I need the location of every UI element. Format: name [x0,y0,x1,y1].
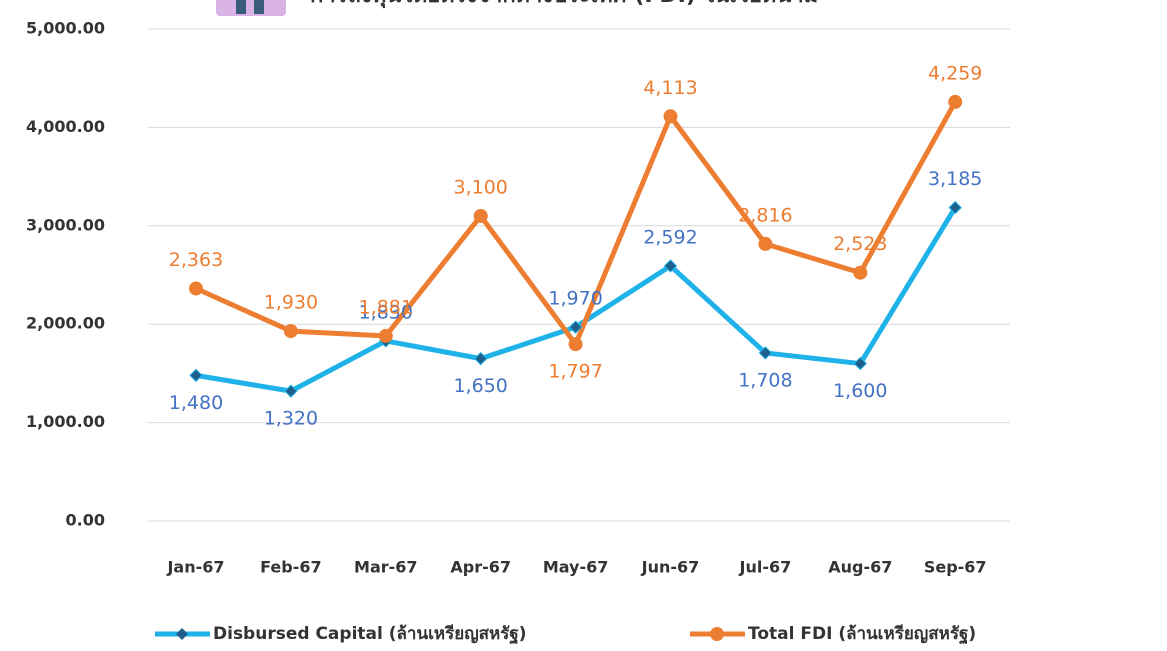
y-tick-label: 2,000.00 [26,314,105,333]
legend-label: Total FDI (ล้านเหรียญสหรัฐ) [748,623,976,645]
x-tick-label: Jun-67 [641,558,700,577]
x-tick-label: Jan-67 [166,558,224,577]
data-label: 3,100 [453,176,507,198]
data-label: 1,480 [169,392,223,414]
data-label: 2,523 [833,233,887,255]
marker [948,95,962,109]
page: {"chart_data": {"type": "line", "title":… [0,0,1167,651]
marker [284,324,298,338]
title-icon [216,0,286,16]
data-label: 3,185 [928,168,982,190]
data-label: 1,930 [264,292,318,314]
marker [474,209,488,223]
marker [475,353,487,365]
marker [853,266,867,280]
chart-title: การลงทุนโดยตรงจากต่างประเทศ (FDI) ในเวีย… [310,0,818,9]
data-label: 1,881 [359,296,413,318]
data-label: 2,816 [738,204,792,226]
marker [664,109,678,123]
y-tick-label: 1,000.00 [26,412,105,431]
marker [569,337,583,351]
x-tick-label: Aug-67 [828,558,892,577]
chart: การลงทุนโดยตรงจากต่างประเทศ (FDI) ในเวีย… [0,0,1167,647]
y-tick-label: 0.00 [66,511,105,530]
data-label: 4,113 [643,77,697,99]
legend-label: Disbursed Capital (ล้านเหรียญสหรัฐ) [213,623,527,645]
x-tick-label: Feb-67 [260,558,322,577]
data-label: 2,363 [169,249,223,271]
data-label: 4,259 [928,62,982,84]
marker [379,329,393,343]
y-tick-label: 4,000.00 [26,117,105,136]
y-tick-label: 5,000.00 [26,19,105,38]
x-tick-label: Sep-67 [924,558,987,577]
data-label: 1,970 [548,288,602,310]
marker [189,281,203,295]
data-label: 2,592 [643,226,697,248]
data-label: 1,650 [453,375,507,397]
data-label: 1,320 [264,408,318,430]
data-label: 1,708 [738,369,792,391]
x-tick-label: Apr-67 [450,558,511,577]
data-label: 1,600 [833,380,887,402]
x-tick-label: Jul-67 [739,558,792,577]
marker [758,237,772,251]
legend-marker [710,627,724,641]
legend-marker [176,628,188,640]
y-tick-label: 3,000.00 [26,215,105,234]
data-label: 1,797 [548,361,602,383]
marker [190,369,202,381]
x-tick-label: May-67 [543,558,609,577]
x-tick-label: Mar-67 [354,558,418,577]
